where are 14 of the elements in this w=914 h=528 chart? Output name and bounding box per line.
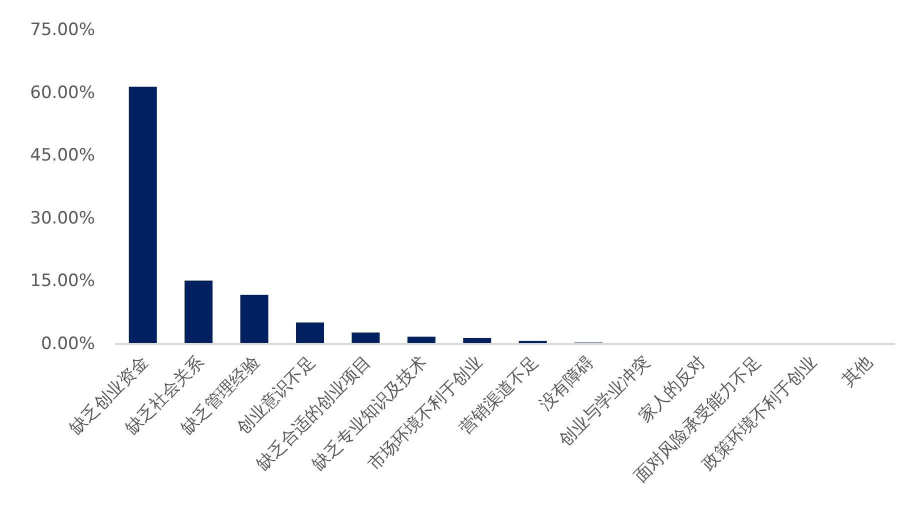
bar — [296, 322, 324, 343]
bar — [352, 332, 380, 343]
x-tick-label: 其他 — [838, 352, 877, 391]
bar — [463, 338, 492, 343]
y-tick-label: 45.00% — [30, 146, 95, 166]
y-tick-label: 15.00% — [30, 271, 95, 292]
y-tick-label: 0.00% — [40, 334, 95, 354]
y-tick-label: 75.00% — [30, 20, 95, 40]
bar — [184, 280, 213, 343]
y-tick-label: 30.00% — [30, 208, 95, 228]
bar — [240, 294, 268, 343]
bar — [407, 336, 436, 343]
bar — [128, 86, 157, 343]
y-tick-label: 60.00% — [30, 82, 95, 103]
